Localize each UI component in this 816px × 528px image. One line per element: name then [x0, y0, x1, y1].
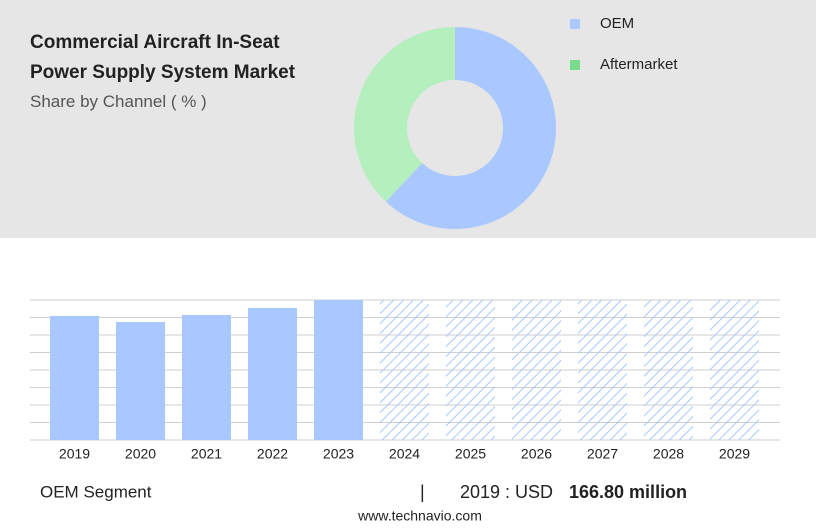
forecast-bar [578, 300, 627, 440]
donut-slice [385, 27, 557, 229]
x-tick-label: 2027 [587, 446, 618, 462]
x-tick-label: 2029 [719, 446, 750, 462]
x-tick-label: 2026 [521, 446, 552, 462]
footer-value: 166.80 million [569, 482, 687, 502]
forecast-bar [380, 300, 429, 440]
bar [314, 300, 363, 440]
x-tick-label: 2019 [59, 446, 90, 462]
x-tick-label: 2022 [257, 446, 288, 462]
forecast-bar [710, 300, 759, 440]
legend-swatch [570, 19, 580, 29]
x-tick-label: 2025 [455, 446, 486, 462]
chart-subtitle: Share by Channel ( % ) [30, 92, 207, 111]
footer-year: 2019 : USD [460, 482, 553, 502]
source: www.technavio.com [357, 508, 482, 524]
x-tick-label: 2028 [653, 446, 684, 462]
footer-separator: | [420, 482, 425, 502]
bar [248, 307, 297, 440]
legend-label: OEM [600, 15, 634, 32]
bar [182, 315, 231, 440]
x-tick-label: 2020 [125, 446, 156, 462]
forecast-bar [644, 300, 693, 440]
x-tick-label: 2023 [323, 446, 354, 462]
x-tick-label: 2021 [191, 446, 222, 462]
chart-title: Commercial Aircraft In-Seat Power Supply… [30, 32, 296, 83]
forecast-bar [446, 300, 495, 440]
footer-segment: OEM Segment [40, 482, 152, 501]
legend-swatch [570, 60, 580, 70]
donut-slice [354, 27, 455, 202]
x-tick-label: 2024 [389, 446, 420, 462]
forecast-bar [512, 300, 561, 440]
bar [116, 322, 165, 440]
bar [50, 315, 99, 440]
legend-label: Aftermarket [600, 56, 678, 73]
